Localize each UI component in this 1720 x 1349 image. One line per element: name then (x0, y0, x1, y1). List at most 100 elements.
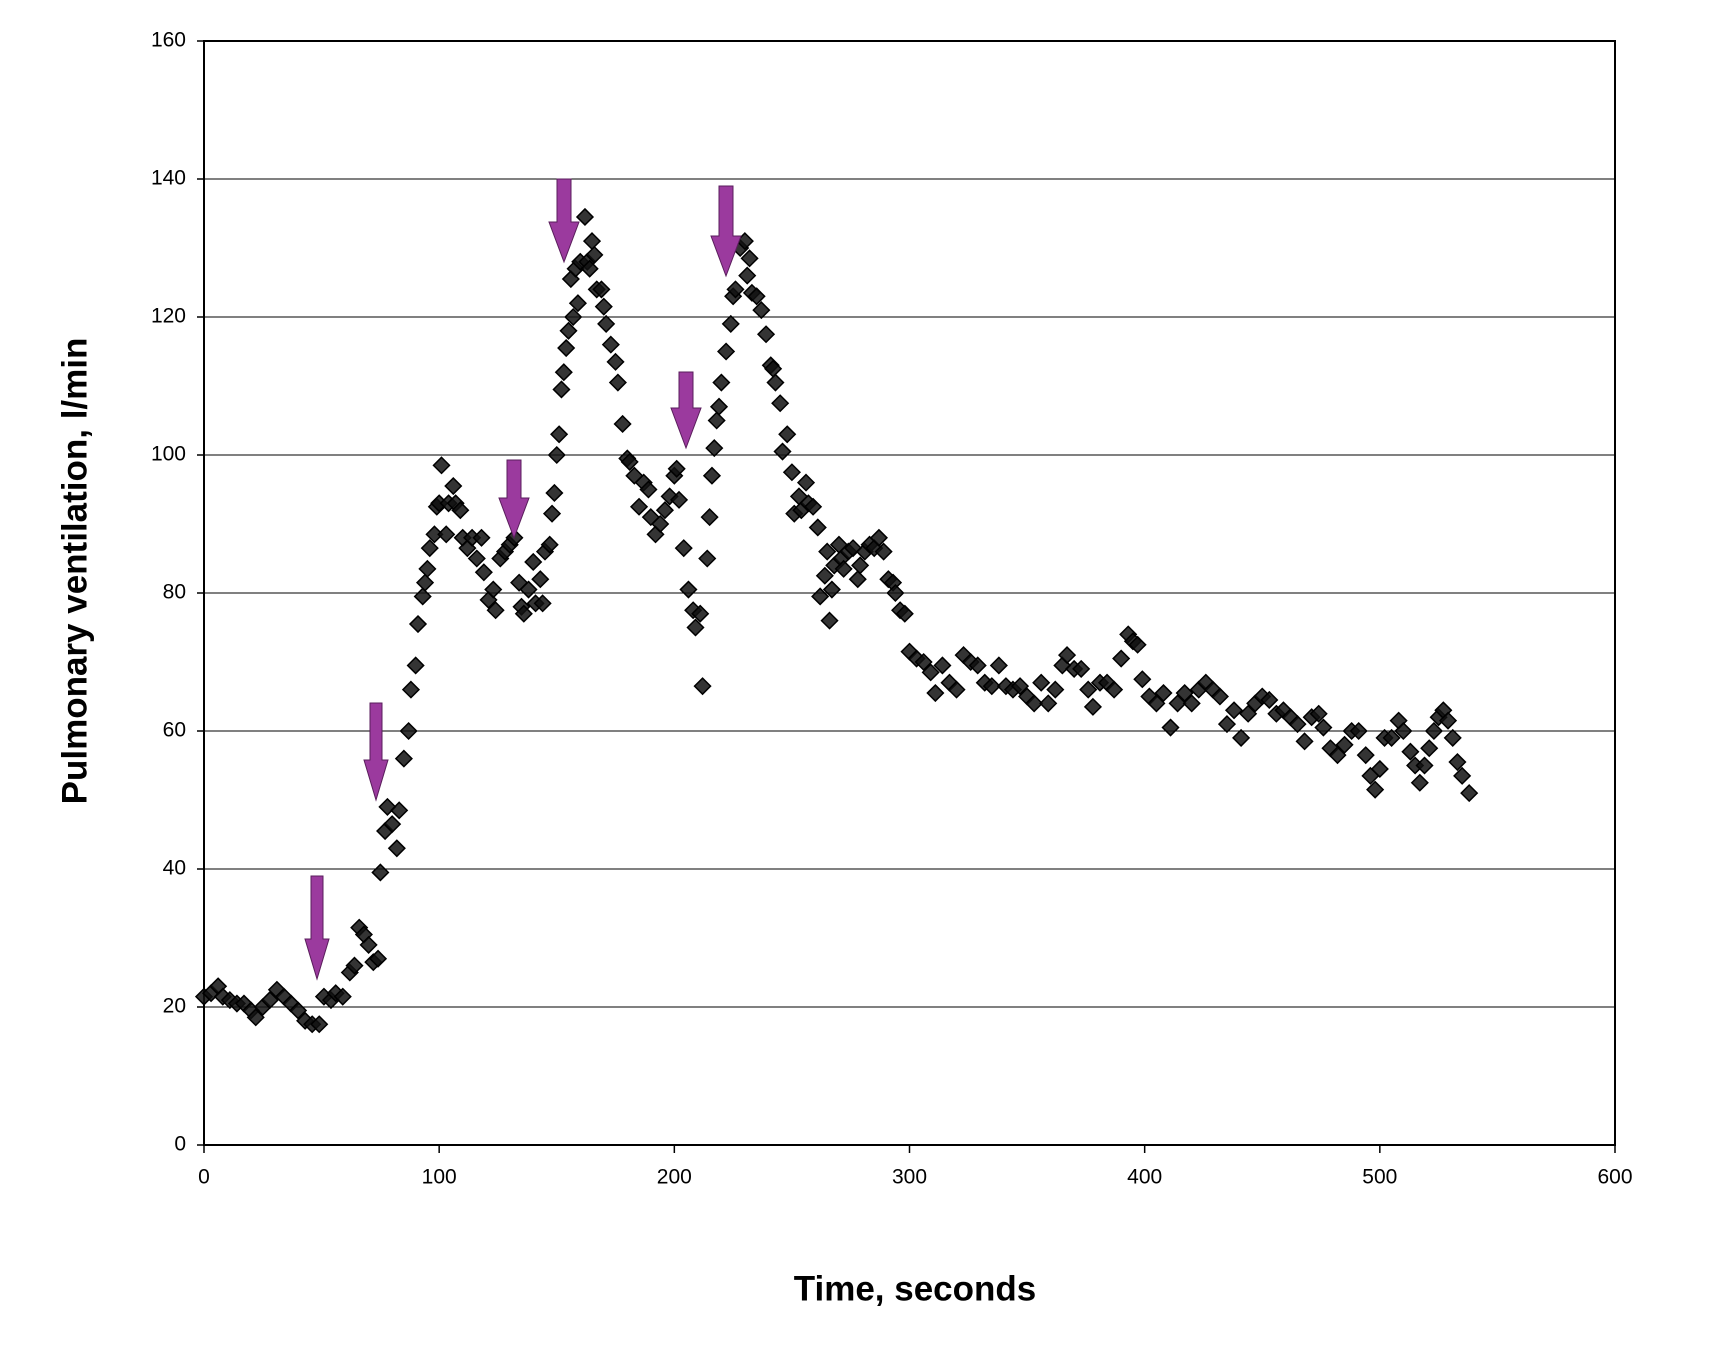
data-point (474, 563, 493, 582)
arrow (670, 371, 702, 450)
data-point (1415, 756, 1434, 775)
data-point (738, 266, 757, 285)
x-tick-label: 100 (422, 1166, 457, 1189)
data-point (1046, 680, 1065, 699)
data-point (1217, 715, 1237, 734)
data-point (641, 508, 660, 527)
data-point (408, 614, 428, 634)
data-point (1460, 784, 1479, 803)
data-point (651, 514, 670, 534)
data-point (371, 863, 390, 882)
data-point (820, 611, 839, 630)
data-point (1410, 773, 1429, 792)
data-point (390, 801, 409, 820)
data-point (1232, 728, 1251, 747)
arrow (363, 702, 389, 802)
data-point (815, 566, 834, 585)
data-point (582, 232, 602, 251)
data-point (818, 542, 837, 561)
data-point (834, 559, 853, 578)
data-point (989, 656, 1008, 675)
data-point (1295, 732, 1314, 751)
data-point (886, 583, 905, 603)
data-point (597, 314, 616, 333)
x-tick-label: 600 (1597, 1166, 1632, 1189)
x-tick-label: 300 (892, 1166, 927, 1189)
data-point (524, 552, 543, 572)
data-point (1401, 742, 1420, 761)
data-point (1133, 670, 1152, 689)
data-point (1039, 694, 1058, 713)
x-tick-label: 200 (657, 1166, 692, 1189)
data-point (594, 297, 613, 316)
data-point (1438, 711, 1458, 730)
data-point (1328, 746, 1347, 765)
data-point (674, 539, 693, 558)
data-point (1420, 739, 1439, 758)
data-point (413, 587, 432, 606)
data-point (1314, 718, 1333, 737)
data-point (848, 570, 867, 589)
data-point (1448, 752, 1467, 772)
data-point (418, 559, 437, 578)
data-point (811, 587, 830, 606)
data-point (778, 425, 797, 444)
data-point (698, 549, 717, 568)
y-tick-label: 60 (163, 719, 186, 742)
data-point (592, 280, 611, 299)
data-point (1370, 759, 1389, 779)
arrow (304, 875, 330, 981)
data-point (310, 1015, 329, 1034)
data-point (601, 335, 620, 354)
data-point (869, 528, 888, 547)
data-point (804, 497, 823, 516)
data-point (420, 539, 439, 558)
data-point (1349, 721, 1368, 741)
data-point (655, 501, 674, 520)
data-point (933, 656, 952, 675)
data-point (1057, 646, 1077, 665)
data-point (432, 456, 451, 475)
data-point (740, 249, 759, 268)
data-point (1161, 718, 1180, 737)
data-point (289, 1001, 308, 1020)
data-point (1072, 659, 1091, 678)
data-point (1079, 680, 1098, 699)
data-point (425, 525, 444, 544)
data-point (782, 463, 801, 482)
plot-frame (203, 40, 1616, 1146)
data-point (1335, 735, 1354, 754)
data-point (547, 445, 566, 465)
data-point (542, 504, 562, 523)
data-point (1453, 766, 1472, 785)
data-point (851, 556, 870, 575)
data-point (613, 414, 632, 434)
data-point (545, 483, 564, 503)
data-point (705, 439, 724, 458)
data-point (1309, 704, 1328, 723)
data-point (679, 580, 698, 599)
y-tick-label: 120 (151, 305, 186, 328)
arrow (710, 185, 742, 278)
data-point (1260, 690, 1279, 710)
data-point (700, 508, 719, 527)
data-point (726, 280, 745, 299)
arrow (498, 459, 530, 540)
data-point (639, 480, 658, 499)
data-point (756, 325, 776, 344)
data-point (1210, 687, 1229, 706)
data-point (1239, 704, 1258, 723)
data-point (260, 991, 279, 1010)
data-point (575, 207, 595, 227)
data-point (1182, 694, 1201, 713)
data-point (691, 604, 710, 623)
data-point (401, 680, 421, 699)
data-point (914, 652, 933, 672)
data-point (707, 411, 726, 430)
y-tick-label: 40 (163, 857, 186, 880)
data-point (1105, 680, 1124, 699)
data-point (1010, 677, 1030, 696)
data-point (564, 307, 583, 327)
data-point (531, 570, 550, 589)
